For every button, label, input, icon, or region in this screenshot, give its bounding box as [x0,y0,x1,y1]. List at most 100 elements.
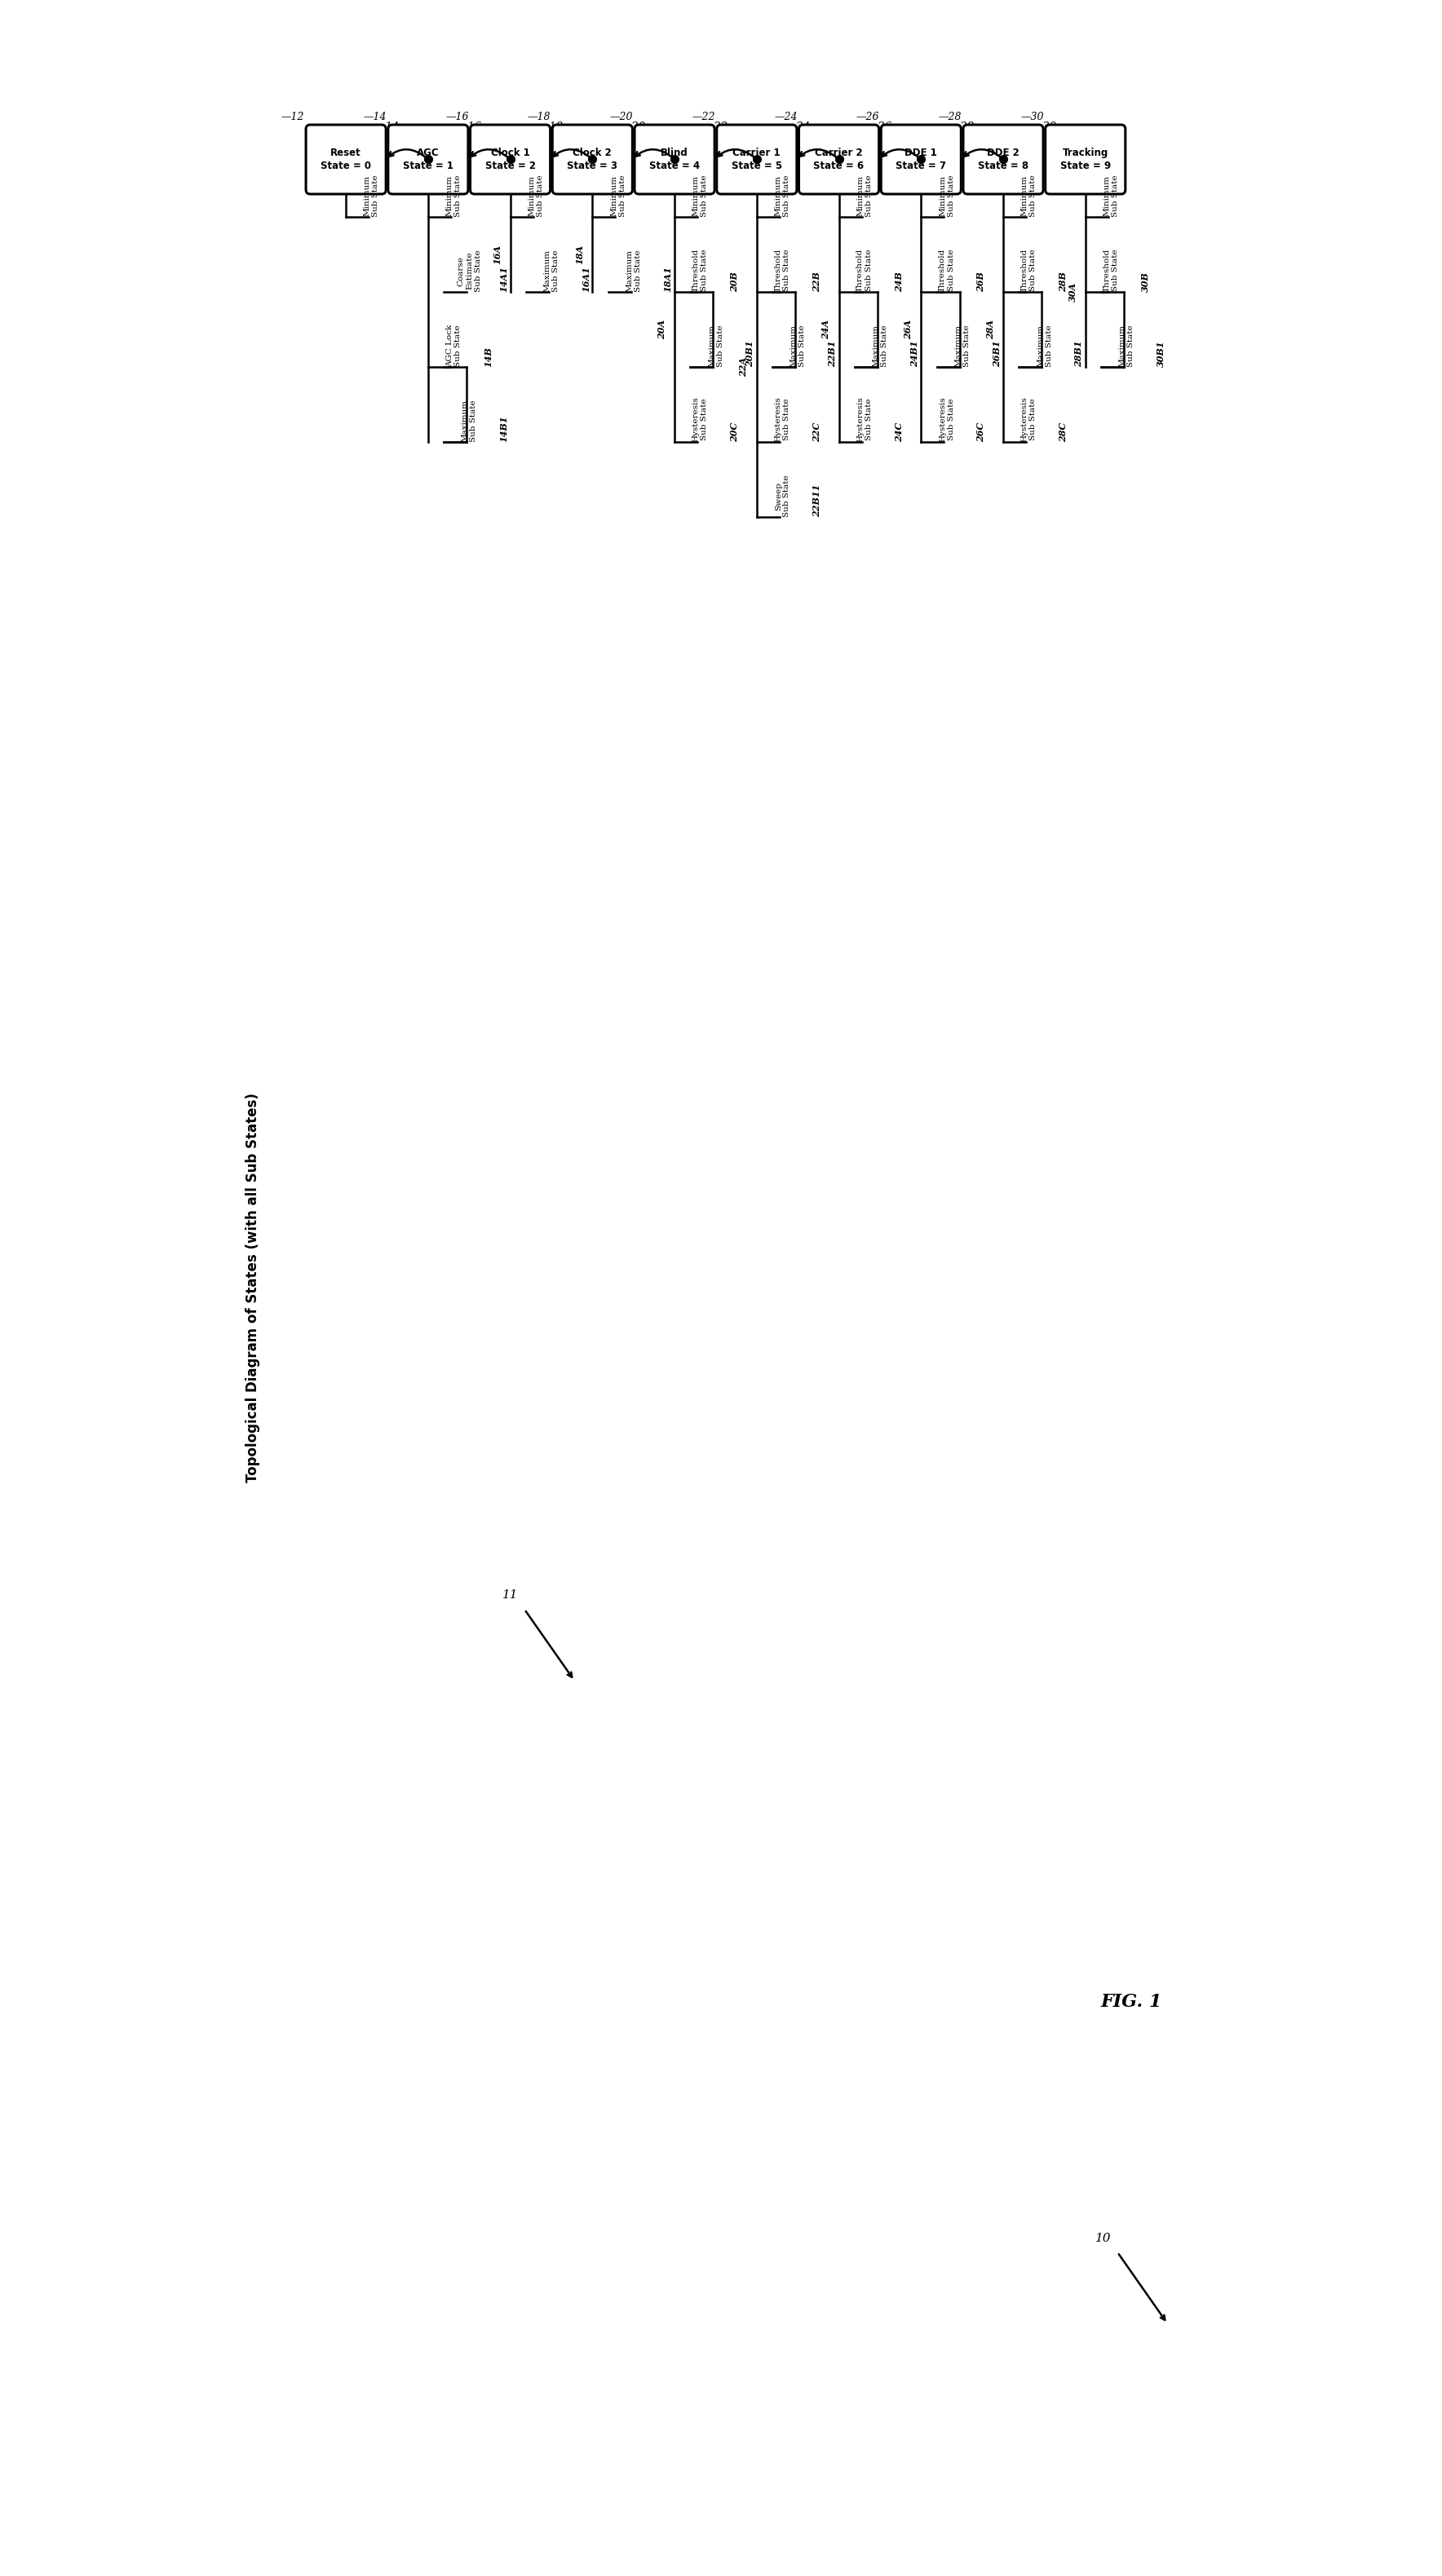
Text: —28: —28 [939,111,962,121]
Text: Maximum
Sub State: Maximum Sub State [1119,325,1135,366]
Text: Hysteresis
Sub State: Hysteresis Sub State [774,397,790,443]
FancyBboxPatch shape [963,124,1043,193]
Text: —26: —26 [857,111,880,121]
Text: 18A: 18A [575,245,584,265]
Text: 30B: 30B [1141,270,1149,291]
Text: 20B1: 20B1 [746,340,754,366]
Text: Sweep
Sub State: Sweep Sub State [774,474,790,518]
Text: 26B: 26B [976,270,985,291]
Text: Minimum
Sub State: Minimum Sub State [528,175,544,216]
Text: 22B11: 22B11 [812,484,822,518]
Text: DDE 1
State = 7: DDE 1 State = 7 [895,147,946,170]
Text: Maximum
Sub State: Maximum Sub State [790,325,806,366]
FancyBboxPatch shape [717,124,797,193]
Text: —26: —26 [868,121,893,131]
Text: Minimum
Sub State: Minimum Sub State [1103,175,1119,216]
Text: Maximum
Sub State: Maximum Sub State [626,250,642,291]
FancyBboxPatch shape [552,124,633,193]
Text: —20: —20 [622,121,646,131]
Text: —14: —14 [375,121,399,131]
Text: Clock 1
State = 2: Clock 1 State = 2 [485,147,535,170]
FancyBboxPatch shape [470,124,551,193]
Text: —18: —18 [528,111,551,121]
Text: 20A: 20A [658,319,666,340]
Text: —30: —30 [1032,121,1057,131]
Text: —22: —22 [692,111,715,121]
Text: Clock 2
State = 3: Clock 2 State = 3 [567,147,617,170]
Text: 16A1: 16A1 [581,265,590,291]
Text: Topological Diagram of States (with all Sub States): Topological Diagram of States (with all … [245,1092,261,1484]
Text: 30B1: 30B1 [1156,340,1165,366]
Text: Tracking
State = 9: Tracking State = 9 [1060,147,1110,170]
Text: Threshold
Sub State: Threshold Sub State [692,247,708,291]
Text: DDE 2
State = 8: DDE 2 State = 8 [978,147,1028,170]
Text: Minimum
Sub State: Minimum Sub State [857,175,872,216]
Text: 24B: 24B [894,270,903,291]
Text: Minimum
Sub State: Minimum Sub State [610,175,626,216]
Text: —22: —22 [704,121,728,131]
Text: FIG. 1: FIG. 1 [1102,1994,1162,2012]
Text: Hysteresis
Sub State: Hysteresis Sub State [857,397,872,443]
Text: 24A: 24A [822,319,831,340]
Text: —20: —20 [610,111,633,121]
Text: 16A: 16A [493,245,502,265]
Text: 22B: 22B [812,270,822,291]
Text: Carrier 2
State = 6: Carrier 2 State = 6 [813,147,864,170]
Text: Minimum
Sub State: Minimum Sub State [692,175,708,216]
Text: Maximum
Sub State: Maximum Sub State [955,325,970,366]
FancyBboxPatch shape [634,124,715,193]
Text: Minimum
Sub State: Minimum Sub State [363,175,379,216]
Text: 28A: 28A [986,319,995,340]
Text: 24B1: 24B1 [910,340,919,366]
FancyBboxPatch shape [881,124,960,193]
Text: Threshold
Sub State: Threshold Sub State [1103,247,1119,291]
Text: 30A: 30A [1069,283,1077,301]
Text: Maximum
Sub State: Maximum Sub State [461,399,477,443]
Text: 24C: 24C [894,422,903,443]
Text: 11: 11 [502,1589,518,1600]
Text: —28: —28 [950,121,975,131]
FancyBboxPatch shape [1045,124,1125,193]
Text: Hysteresis
Sub State: Hysteresis Sub State [939,397,955,443]
Text: Minimum
Sub State: Minimum Sub State [446,175,461,216]
Text: 26A: 26A [904,319,913,340]
Text: 20B: 20B [730,270,740,291]
Text: Maximum
Sub State: Maximum Sub State [1037,325,1053,366]
Text: 22B1: 22B1 [828,340,836,366]
Text: Minimum
Sub State: Minimum Sub State [939,175,955,216]
Text: —12: —12 [281,111,304,121]
Text: 28C: 28C [1058,422,1067,443]
Text: AGC
State = 1: AGC State = 1 [402,147,453,170]
FancyBboxPatch shape [388,124,469,193]
Text: 20C: 20C [730,422,740,443]
Text: Coarse
Estimate
Sub State: Coarse Estimate Sub State [457,250,482,291]
Text: Maximum
Sub State: Maximum Sub State [872,325,888,366]
Text: Maximum
Sub State: Maximum Sub State [544,250,559,291]
Text: AGC Lock
Sub State: AGC Lock Sub State [446,325,461,366]
Text: 22A: 22A [740,358,748,376]
FancyBboxPatch shape [306,124,386,193]
Text: 18A1: 18A1 [663,265,672,291]
Text: Carrier 1
State = 5: Carrier 1 State = 5 [731,147,782,170]
Text: —16: —16 [446,111,469,121]
Text: 28B1: 28B1 [1074,340,1083,366]
Text: 26B1: 26B1 [992,340,1001,366]
Text: Threshold
Sub State: Threshold Sub State [857,247,872,291]
FancyBboxPatch shape [799,124,878,193]
Text: 10: 10 [1096,2233,1112,2244]
Text: Blind
State = 4: Blind State = 4 [649,147,699,170]
Text: Hysteresis
Sub State: Hysteresis Sub State [1021,397,1037,443]
Text: Maximum
Sub State: Maximum Sub State [708,325,724,366]
Text: Threshold
Sub State: Threshold Sub State [1021,247,1037,291]
Text: 26C: 26C [976,422,985,443]
Text: Minimum
Sub State: Minimum Sub State [774,175,790,216]
Text: Threshold
Sub State: Threshold Sub State [939,247,955,291]
Text: 14B: 14B [483,348,493,366]
Text: —16: —16 [457,121,482,131]
Text: 14A1: 14A1 [499,265,508,291]
Text: —14: —14 [363,111,386,121]
Text: Hysteresis
Sub State: Hysteresis Sub State [692,397,708,443]
Text: —24: —24 [774,111,797,121]
Text: 28B: 28B [1058,270,1067,291]
Text: —24: —24 [786,121,810,131]
